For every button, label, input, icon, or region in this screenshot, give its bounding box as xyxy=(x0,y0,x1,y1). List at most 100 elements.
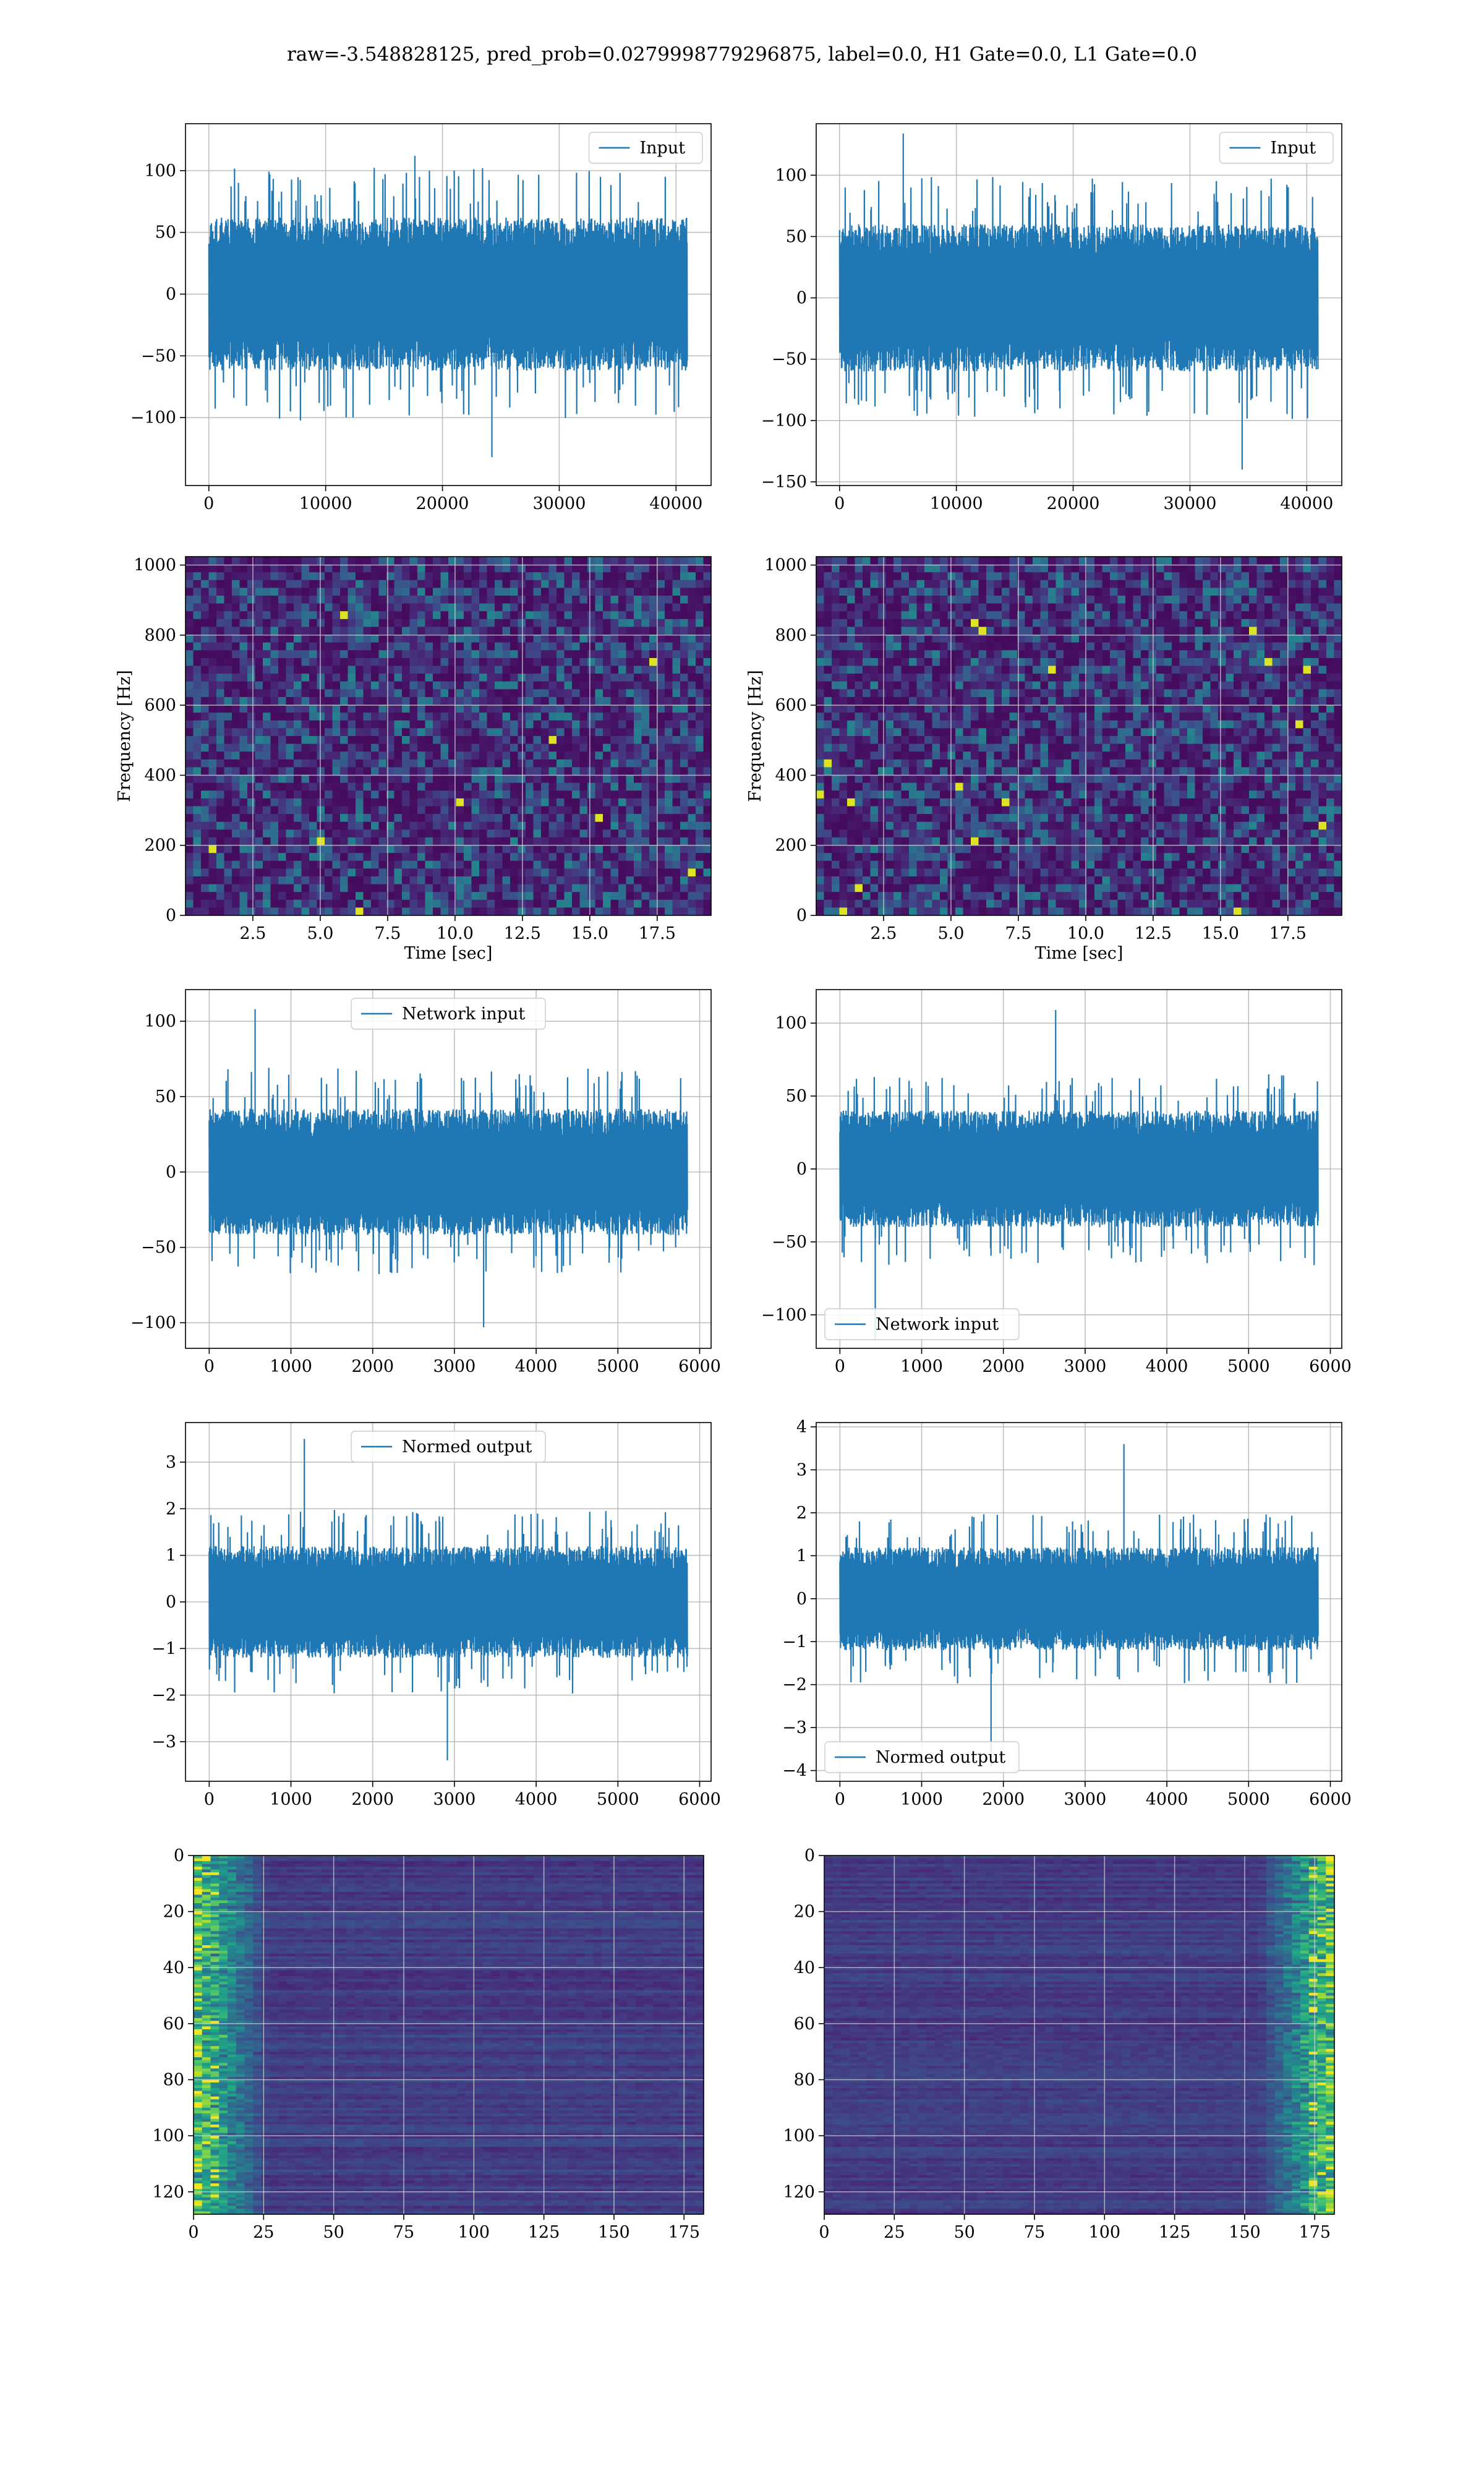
spectrogram-cell xyxy=(193,650,202,659)
spectrogram-cell xyxy=(363,674,372,682)
spectrogram-cell xyxy=(572,720,581,729)
spectrogram-cell xyxy=(255,713,263,721)
spectrogram-cell xyxy=(541,728,550,737)
spectrogram-cell xyxy=(239,603,248,612)
spectrogram-cell xyxy=(572,666,581,674)
spectrogram-cell xyxy=(409,790,418,799)
spectrogram-cell xyxy=(193,751,202,760)
spectrogram-cell xyxy=(870,689,879,698)
spectrogram-cell xyxy=(402,681,411,690)
spectrogram-cell xyxy=(878,580,887,589)
spectrogram-cell xyxy=(916,790,925,799)
spectrogram-cell xyxy=(824,868,832,877)
spectrogram-cell xyxy=(924,596,933,604)
spectrogram-cell xyxy=(703,821,711,830)
spectrogram-cell xyxy=(963,681,971,690)
spectrogram-cell xyxy=(270,588,279,596)
spectrogram-cell xyxy=(495,635,503,643)
spectrogram-cell xyxy=(909,627,918,635)
spectrogram-cell xyxy=(356,720,364,729)
spectrogram-cell xyxy=(495,689,503,698)
spectrogram-cell xyxy=(832,603,840,612)
spectrogram-cell xyxy=(356,564,364,573)
spectrogram-cell xyxy=(1094,557,1103,565)
spectrogram-cell xyxy=(1040,806,1049,815)
spectrogram-cell xyxy=(909,759,918,768)
spectrogram-cell xyxy=(301,829,310,838)
spectrogram-cell xyxy=(286,657,294,667)
spectrogram-cell xyxy=(440,876,449,885)
spectrogram-cell xyxy=(263,821,271,830)
spectrogram-cell xyxy=(1017,876,1026,885)
spectrogram-cell xyxy=(386,611,395,620)
spectrogram-cell xyxy=(816,751,825,760)
spectrogram-cell xyxy=(1055,899,1064,908)
spectrogram-cell xyxy=(201,751,210,760)
spectrogram-cell xyxy=(947,666,956,674)
spectrogram-cell xyxy=(440,892,449,901)
spectrogram-cell xyxy=(386,814,395,823)
spectrogram-cell xyxy=(878,642,887,651)
spectrogram-cell xyxy=(901,689,910,698)
spectrogram-cell xyxy=(502,564,511,573)
spectrogram-cell xyxy=(885,642,894,651)
spectrogram-cell xyxy=(541,572,550,581)
spectrogram-cell xyxy=(487,837,495,846)
spectrogram-cell xyxy=(649,876,658,885)
spectrogram-cell xyxy=(216,736,225,745)
spectrogram-cell xyxy=(371,618,380,628)
spectrogram-cell xyxy=(703,704,711,713)
spectrogram-cell xyxy=(301,759,310,768)
spectrogram-cell xyxy=(325,806,333,815)
spectrogram-cell xyxy=(672,829,681,838)
spectrogram-cell xyxy=(1071,782,1080,791)
spectrogram-cell xyxy=(317,790,325,799)
spectrogram-cell xyxy=(610,806,619,815)
spectrogram-cell xyxy=(696,588,704,596)
spectrogram-cell xyxy=(1002,635,1010,643)
spectrogram-cell xyxy=(924,642,933,651)
spectrogram-cell xyxy=(371,853,380,862)
spectrogram-cell xyxy=(356,892,364,901)
spectrogram-cell xyxy=(1055,611,1064,620)
spectrogram-cell xyxy=(425,821,433,830)
spectrogram-cell xyxy=(325,860,333,869)
spectrogram-cell xyxy=(893,588,902,596)
spectrogram-cell xyxy=(464,681,472,690)
spectrogram-cell xyxy=(309,611,318,620)
spectrogram-cell xyxy=(595,635,603,643)
spectrogram-cell xyxy=(402,713,411,721)
spectrogram-cell xyxy=(963,845,971,854)
spectrogram-cell xyxy=(672,642,681,651)
spectrogram-cell xyxy=(1040,736,1049,745)
spectrogram-cell xyxy=(394,814,403,823)
spectrogram-cell xyxy=(634,743,642,752)
spectrogram-cell xyxy=(1102,704,1111,713)
spectrogram-cell xyxy=(440,782,449,791)
spectrogram-cell xyxy=(986,860,995,869)
spectrogram-cell xyxy=(587,821,596,830)
spectrogram-cell xyxy=(232,611,241,620)
spectrogram-cell xyxy=(556,751,565,760)
spectrogram-cell xyxy=(863,736,871,745)
spectrogram-cell xyxy=(270,704,279,713)
legend: Input xyxy=(1219,132,1334,164)
spectrogram-cell xyxy=(665,868,673,877)
spectrogram-cell xyxy=(901,876,910,885)
spectrogram-cell xyxy=(1033,689,1041,698)
spectrogram-cell xyxy=(556,713,565,721)
spectrogram-cell xyxy=(425,775,433,784)
spectrogram-cell xyxy=(340,603,349,612)
spectrogram-cell xyxy=(703,713,711,721)
spectrogram-cell xyxy=(255,681,263,690)
spectrogram-cell xyxy=(208,806,217,815)
spectrogram-cell xyxy=(665,557,673,565)
spectrogram-cell xyxy=(870,650,879,659)
spectrogram-cell xyxy=(1064,728,1072,737)
spectrogram-cell xyxy=(626,884,634,892)
spectrogram-cell xyxy=(1025,657,1033,667)
spectrogram-cell xyxy=(487,557,495,565)
spectrogram-cell xyxy=(1055,814,1064,823)
spectrogram-cell xyxy=(878,557,887,565)
spectrogram-cell xyxy=(870,674,879,682)
